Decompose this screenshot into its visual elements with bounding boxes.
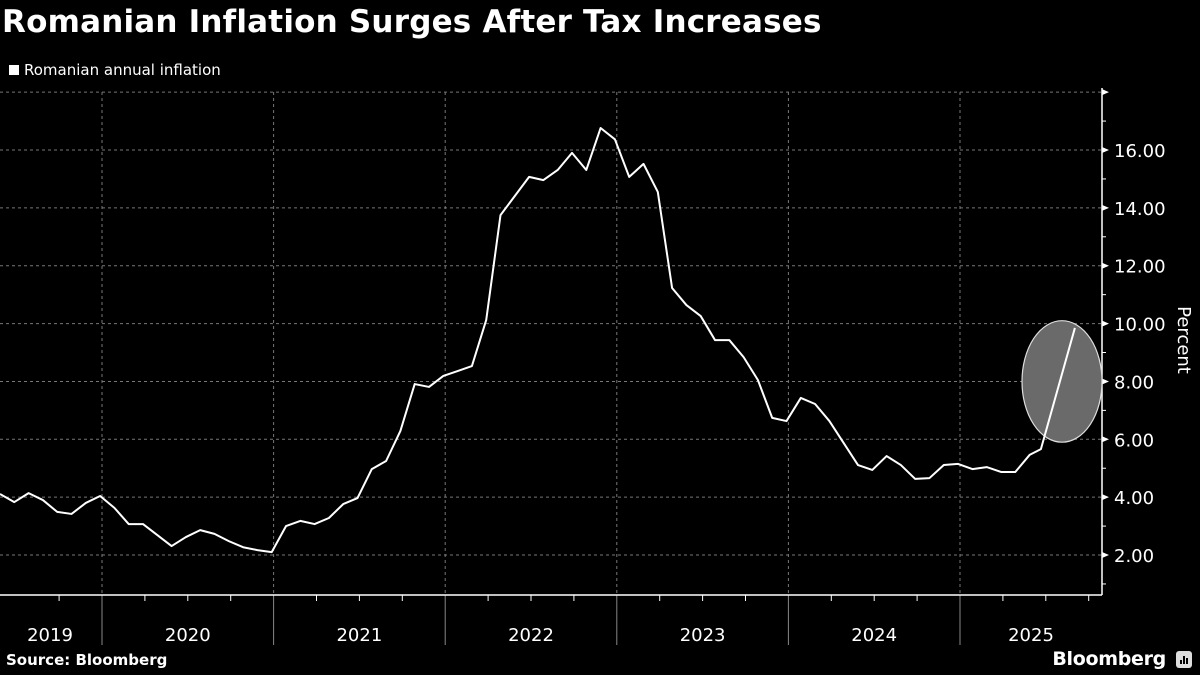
brand-logo: Bloomberg — [1052, 648, 1166, 670]
y-tick — [1102, 552, 1109, 559]
y-tick-label: 16.00 — [1114, 141, 1166, 162]
y-tick — [1102, 436, 1109, 443]
grid — [0, 91, 1102, 595]
x-tick-label: 2025 — [1008, 625, 1054, 646]
y-tick — [1102, 204, 1109, 211]
legend-swatch — [9, 65, 19, 75]
legend: Romanian annual inflation — [9, 61, 221, 79]
bloomberg-chart-icon — [1176, 651, 1192, 668]
y-tick — [1102, 147, 1109, 153]
x-tick-label: 2020 — [165, 625, 211, 646]
x-tick-label: 2023 — [680, 625, 726, 646]
x-tick-label: 2024 — [851, 625, 897, 646]
y-tick-label: 4.00 — [1114, 488, 1154, 509]
highlight-ellipse — [1021, 320, 1103, 443]
axes — [0, 88, 1109, 645]
y-tick-label: 14.00 — [1114, 199, 1166, 220]
y-tick-label: 12.00 — [1114, 257, 1166, 278]
y-axis-label: Percent — [1173, 306, 1194, 374]
x-tick-label: 2021 — [336, 625, 382, 646]
y-tick — [1102, 89, 1109, 96]
series — [0, 127, 1076, 554]
x-tick-label: 2022 — [508, 625, 554, 646]
y-tick — [1102, 494, 1109, 501]
chart-title: Romanian Inflation Surges After Tax Incr… — [2, 4, 822, 40]
inflation-line — [0, 127, 1076, 554]
y-tick-label: 2.00 — [1114, 546, 1154, 567]
x-tick-label: 2019 — [27, 625, 73, 646]
y-tick-label: 6.00 — [1114, 430, 1154, 451]
y-tick-label: 10.00 — [1114, 315, 1166, 336]
source-note: Source: Bloomberg — [6, 651, 168, 669]
y-tick — [1102, 378, 1109, 385]
y-tick — [1102, 320, 1109, 327]
y-tick — [1102, 262, 1109, 269]
annotations — [1021, 320, 1103, 443]
y-tick-label: 8.00 — [1114, 372, 1154, 393]
tick-labels: 2.00 4.00 6.00 8.00 10.00 12.00 14.00 16.00 2019… — [27, 141, 1165, 646]
legend-label: Romanian annual inflation — [24, 61, 221, 79]
